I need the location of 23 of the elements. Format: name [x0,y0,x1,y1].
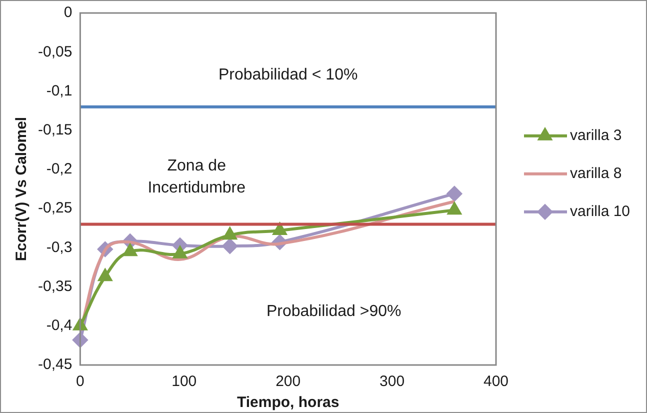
x-axis-title: Tiempo, horas [236,394,340,412]
annotation: Zona de Incertidumbre [148,158,246,197]
y-axis-title: Ecorr(V) Vs Calomel [13,116,30,262]
y-tick-label: -0,25 [38,200,72,217]
x-tick-label: 100 [172,373,197,390]
legend-label: varilla 3 [570,127,622,144]
legend-label: varilla 8 [570,165,622,182]
x-tick-label: 200 [276,373,301,390]
y-tick-label: -0,3 [46,238,72,256]
y-tick-label: -0,4 [46,317,72,334]
y-tick-label: -0,35 [38,278,72,295]
y-tick-label: 0 [64,4,72,22]
y-tick-label: -0,1 [46,82,72,100]
y-tick-label: -0,2 [46,160,72,178]
y-tick-label: -0,45 [38,356,72,374]
x-tick-label: 400 [483,373,509,390]
annotation: Probabilidad < 10% [218,66,358,84]
x-tick-label: 300 [380,373,405,390]
legend-label: varilla 10 [570,203,630,220]
x-tick-label: 0 [76,373,84,390]
y-tick-label: -0,05 [38,43,72,60]
annotation: Probabilidad >90% [266,302,402,320]
y-tick-label: -0,15 [38,121,72,138]
